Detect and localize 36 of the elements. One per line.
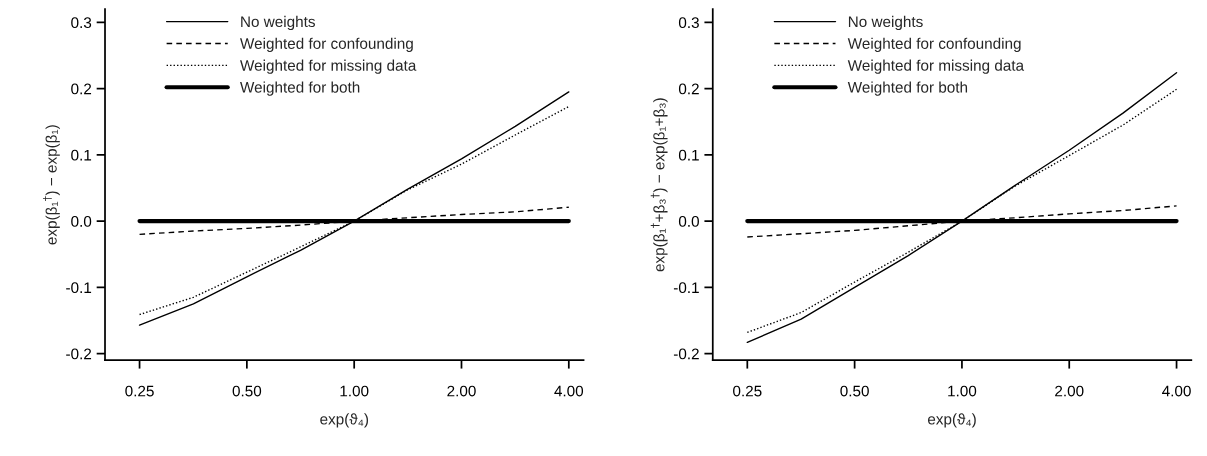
legend-label: Weighted for both — [847, 81, 968, 96]
legend-label: Weighted for missing data — [847, 59, 1025, 74]
y-tick-label: 0.2 — [71, 83, 92, 95]
y-tick-label: 0.0 — [71, 215, 92, 227]
line-series — [746, 205, 1178, 238]
x-tick-label: 1.00 — [948, 385, 977, 397]
legend-label: Weighted for both — [240, 81, 360, 96]
x-tick-label: 0.50 — [840, 385, 869, 397]
legend-label: No weights — [848, 15, 923, 31]
y-tick-label: 0.1 — [678, 149, 699, 161]
x-axis-title: exp(ϑ₄) — [320, 413, 369, 428]
x-tick-label: 2.00 — [1055, 385, 1084, 397]
y-tick-label: -0.1 — [673, 282, 699, 294]
y-tick-label: -0.2 — [673, 348, 699, 360]
y-tick-label: 0.3 — [71, 17, 92, 29]
y-tick-label: 0.2 — [678, 83, 699, 95]
x-tick-label: 2.00 — [447, 385, 476, 397]
legend-label: Weighted for confounding — [847, 37, 1021, 52]
y-axis-title: exp(β₁$^{†}$) − exp(β₁) — [42, 125, 60, 245]
x-tick-label: 1.00 — [340, 385, 369, 397]
y-tick-label: 0.0 — [678, 215, 699, 227]
x-tick-label: 0.25 — [125, 385, 154, 397]
line-series — [138, 206, 570, 236]
y-tick-label: 0.3 — [678, 17, 699, 29]
x-tick-label: 4.00 — [554, 385, 584, 397]
legend-label: No weights — [241, 15, 315, 31]
y-tick-label: 0.1 — [71, 149, 92, 161]
legend-label: Weighted for missing data — [240, 59, 417, 74]
y-axis-title: exp(β₁$^{†}$+β₃$^{†}$) − exp(β₁+β₃) — [650, 98, 668, 272]
x-tick-label: 0.50 — [232, 385, 262, 397]
y-tick-label: -0.1 — [66, 282, 92, 294]
x-axis-title: exp(ϑ₄) — [927, 413, 976, 428]
x-tick-label: 0.25 — [733, 385, 762, 397]
y-tick-label: -0.2 — [66, 348, 92, 360]
legend-label: Weighted for confounding — [240, 37, 413, 52]
x-tick-label: 4.00 — [1162, 385, 1191, 397]
